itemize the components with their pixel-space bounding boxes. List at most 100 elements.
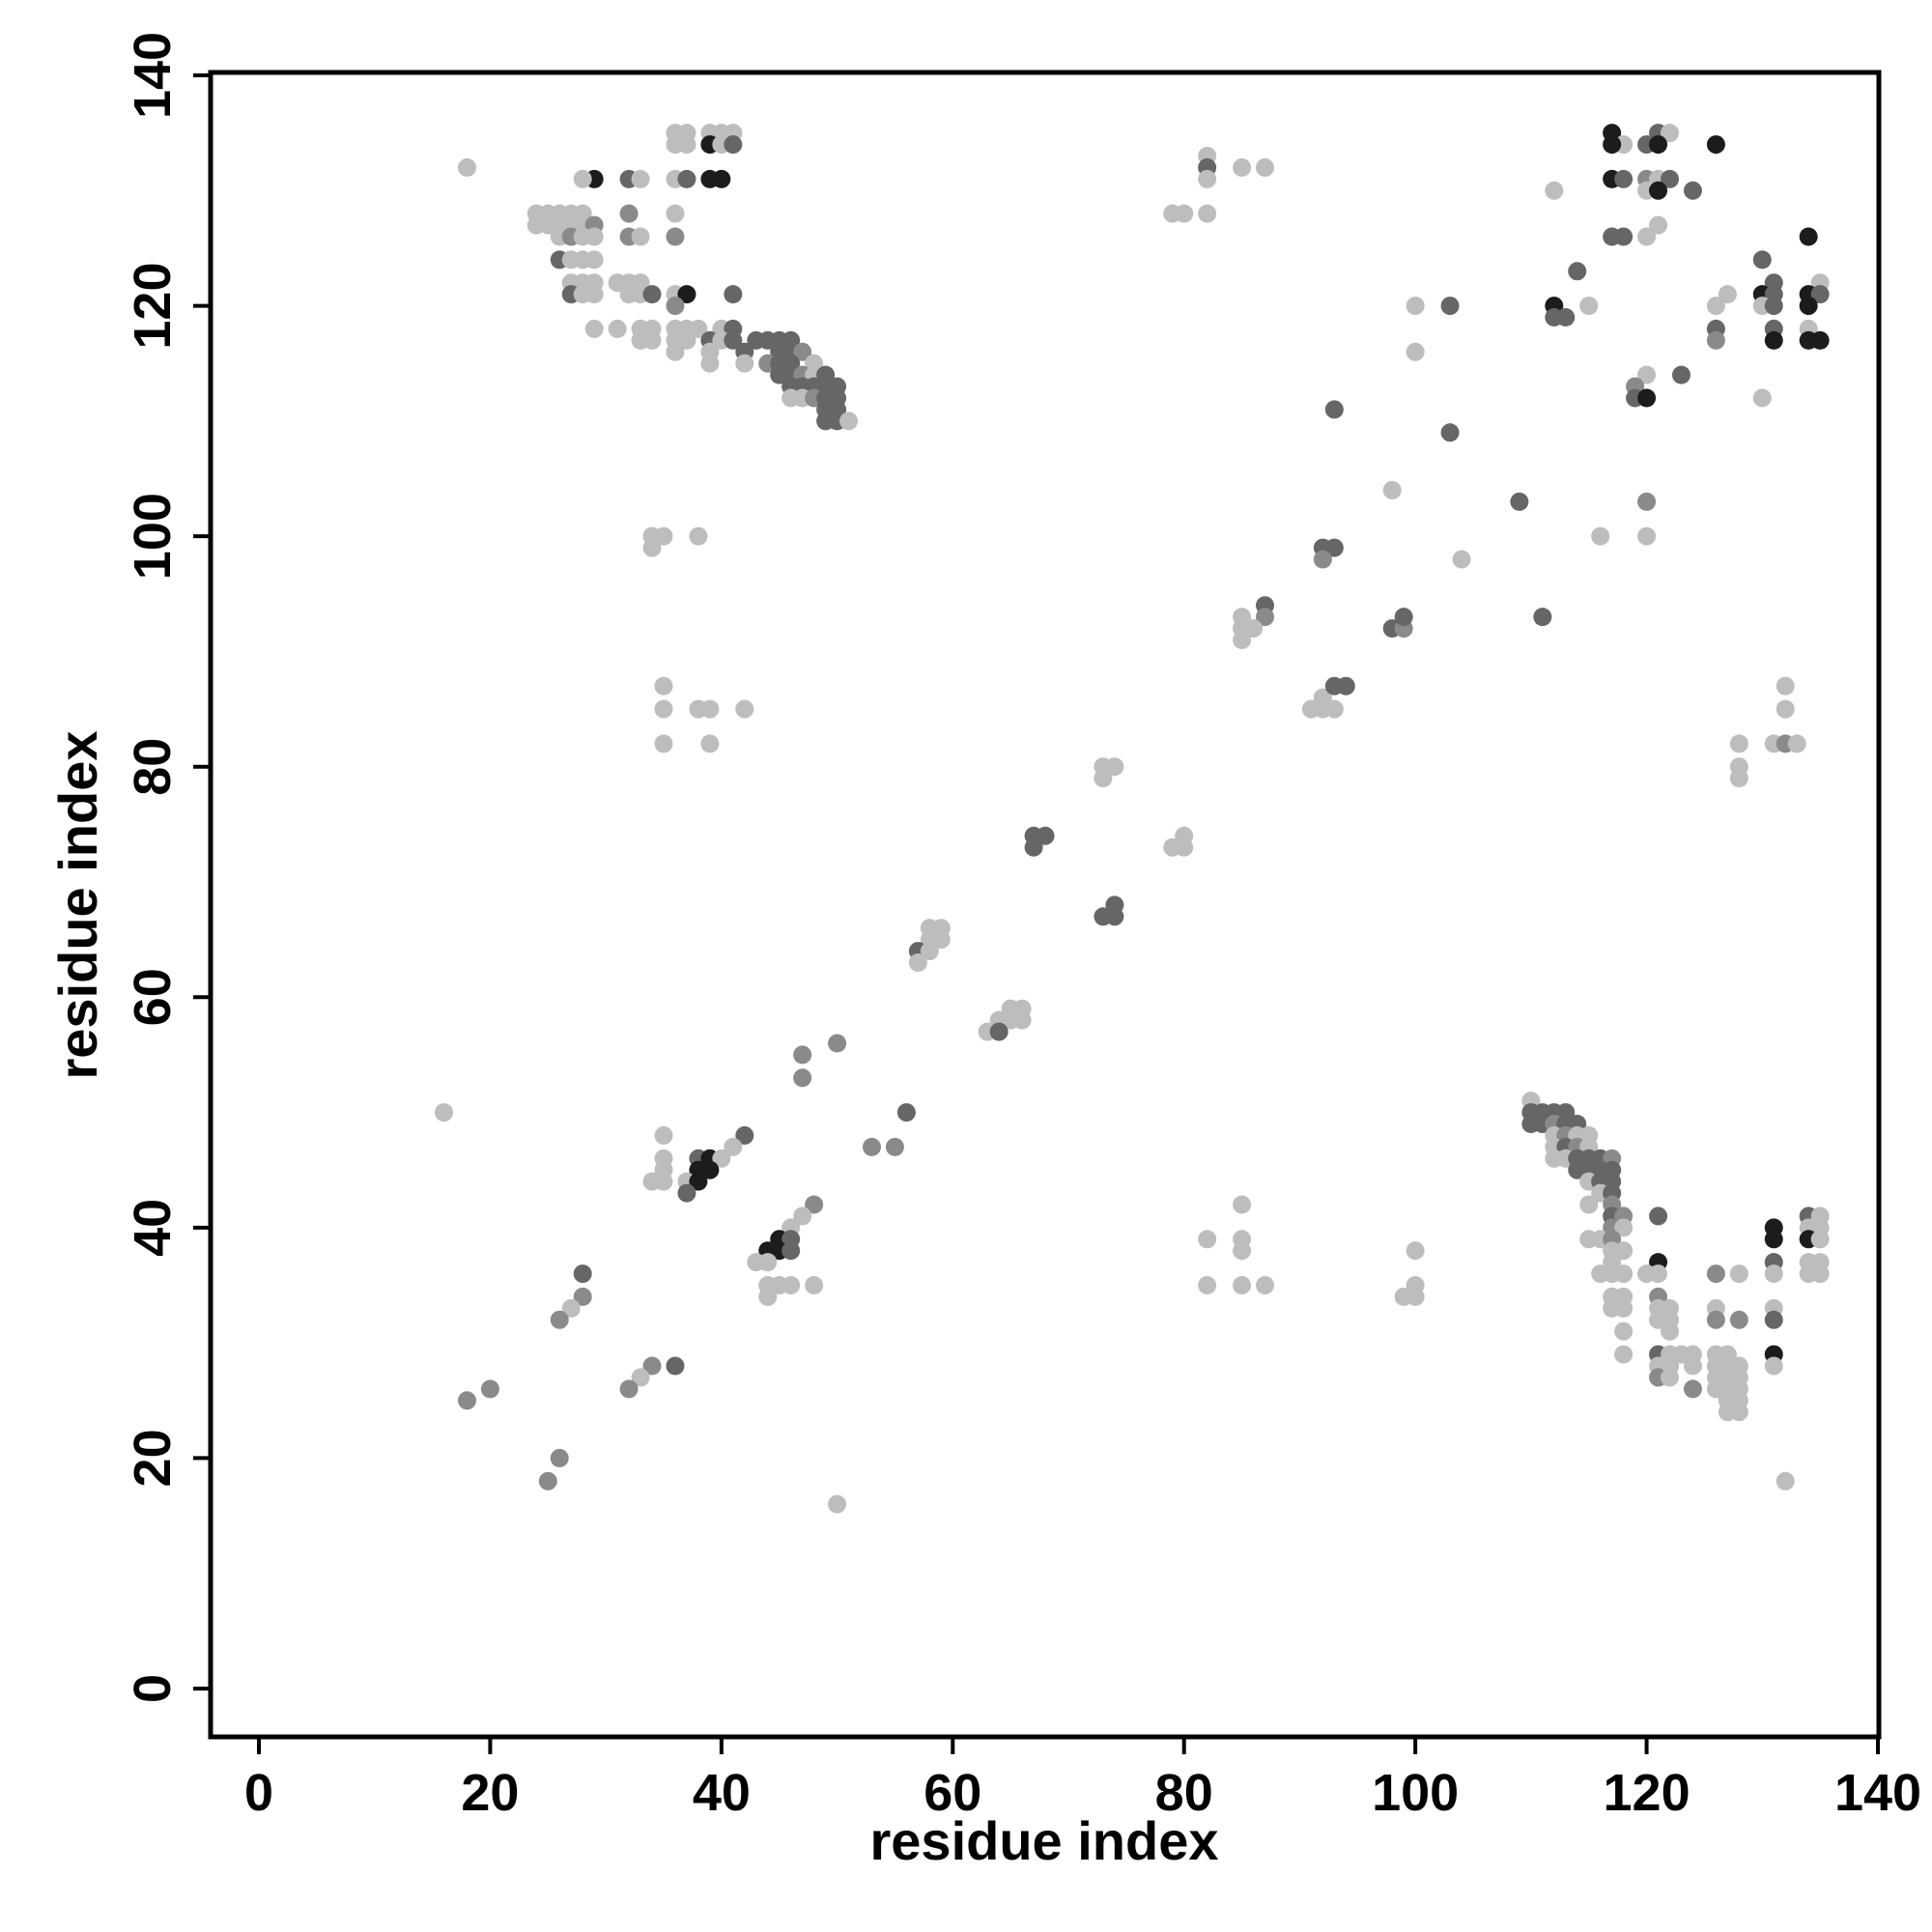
data-point xyxy=(758,1287,778,1306)
data-point xyxy=(1637,365,1657,384)
data-point xyxy=(573,169,592,188)
data-point xyxy=(700,354,720,373)
data-point xyxy=(677,135,696,155)
data-point xyxy=(1649,135,1668,155)
y-tick-label: 60 xyxy=(124,968,182,1026)
data-point xyxy=(1394,608,1413,627)
data-point xyxy=(1706,135,1725,155)
points-layer xyxy=(435,124,1830,1514)
data-point xyxy=(538,1471,557,1491)
data-point xyxy=(1198,204,1217,223)
data-point xyxy=(1661,1368,1680,1387)
data-point xyxy=(584,250,604,270)
data-point xyxy=(480,1379,499,1399)
data-point xyxy=(724,135,743,155)
data-point xyxy=(1579,297,1599,316)
y-tick-label: 100 xyxy=(124,493,182,580)
data-point xyxy=(1729,769,1748,788)
data-point xyxy=(666,342,685,361)
data-point xyxy=(1313,688,1332,707)
data-point xyxy=(619,1379,639,1399)
data-point xyxy=(1256,157,1275,177)
data-point xyxy=(1764,1356,1783,1376)
data-point xyxy=(1706,1264,1725,1284)
data-point xyxy=(1406,297,1425,316)
data-point xyxy=(1324,400,1344,419)
data-point xyxy=(989,1022,1009,1041)
data-point xyxy=(724,1137,743,1156)
data-point xyxy=(1614,227,1634,246)
data-point xyxy=(896,1103,916,1122)
data-point xyxy=(1324,538,1344,557)
data-point xyxy=(781,1276,801,1294)
data-point xyxy=(1661,169,1680,188)
data-point xyxy=(654,1125,673,1145)
data-point xyxy=(735,699,754,719)
data-point xyxy=(1637,492,1657,511)
data-point xyxy=(1244,619,1264,639)
data-point xyxy=(1603,135,1622,155)
x-tick-label: 40 xyxy=(693,1764,751,1822)
data-point xyxy=(724,285,743,304)
data-point xyxy=(1313,550,1332,569)
data-point xyxy=(908,953,927,972)
data-point xyxy=(677,169,696,188)
data-point xyxy=(1810,1230,1830,1249)
data-point xyxy=(1729,1403,1748,1422)
x-tick-label: 120 xyxy=(1604,1764,1690,1822)
data-point xyxy=(1810,1264,1830,1284)
y-axis-label: residue index xyxy=(47,730,108,1079)
data-point xyxy=(689,1172,708,1191)
x-tick-label: 140 xyxy=(1834,1764,1921,1822)
data-point xyxy=(619,204,639,223)
data-point xyxy=(1233,1241,1252,1261)
data-point xyxy=(805,1195,824,1214)
x-tick-label: 80 xyxy=(1155,1764,1213,1822)
data-point xyxy=(1718,285,1737,304)
data-point xyxy=(1568,262,1587,281)
data-point xyxy=(654,699,673,719)
data-point xyxy=(666,227,685,246)
data-point xyxy=(1706,297,1725,316)
data-point xyxy=(654,676,673,696)
data-point xyxy=(689,319,708,338)
data-point xyxy=(550,1310,569,1329)
data-point xyxy=(1614,1218,1634,1237)
data-point xyxy=(1764,1264,1783,1284)
data-point xyxy=(781,1241,801,1261)
data-point xyxy=(666,1356,685,1376)
data-point xyxy=(1776,676,1795,696)
data-point xyxy=(1175,838,1194,857)
data-point xyxy=(839,412,859,431)
data-point xyxy=(1776,1471,1795,1491)
data-point xyxy=(1649,1207,1668,1226)
data-point xyxy=(654,734,673,753)
data-point xyxy=(735,354,754,373)
data-point xyxy=(654,1172,673,1191)
x-tick-label: 100 xyxy=(1372,1764,1459,1822)
data-point xyxy=(1671,365,1690,384)
data-point xyxy=(1406,1287,1425,1306)
data-point xyxy=(1175,204,1194,223)
y-tick-label: 20 xyxy=(124,1429,182,1487)
data-point xyxy=(700,1160,720,1179)
data-point xyxy=(1776,699,1795,719)
data-point xyxy=(561,1298,581,1318)
data-point xyxy=(1683,1356,1702,1376)
data-point xyxy=(1094,769,1113,788)
data-point xyxy=(1752,388,1772,408)
data-point xyxy=(1729,734,1748,753)
data-point xyxy=(1198,1230,1217,1249)
data-point xyxy=(631,227,650,246)
data-point xyxy=(1614,169,1634,188)
data-point xyxy=(735,1125,754,1145)
y-tick-label: 40 xyxy=(124,1199,182,1257)
data-point xyxy=(1510,492,1529,511)
y-tick-label: 140 xyxy=(124,32,182,119)
data-point xyxy=(1810,285,1830,304)
data-point xyxy=(1324,699,1344,719)
data-point xyxy=(1256,608,1275,627)
data-point xyxy=(828,1034,847,1053)
